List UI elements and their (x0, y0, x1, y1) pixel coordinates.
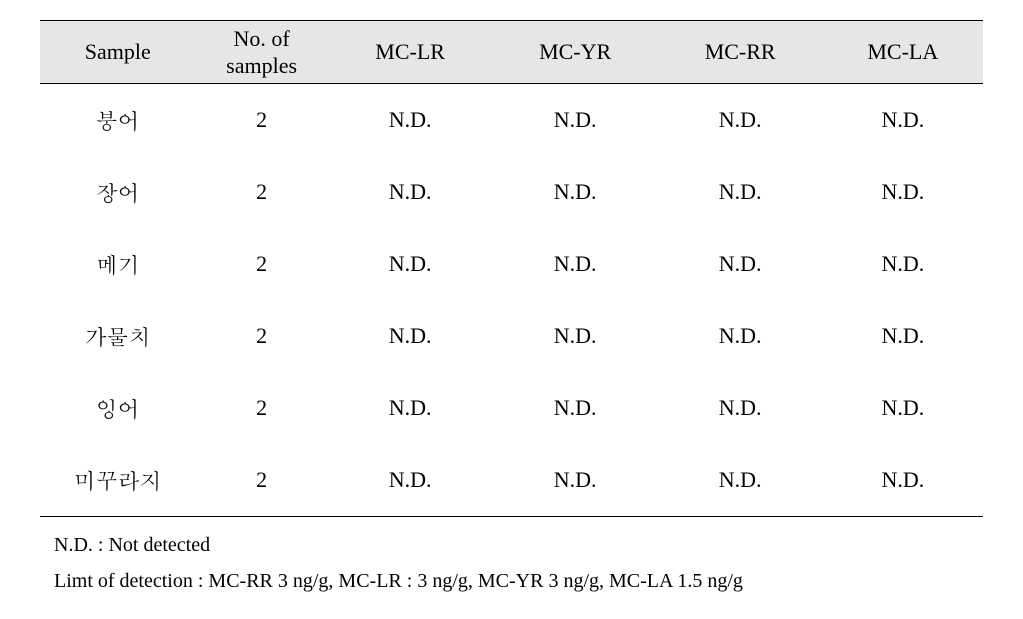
cell-mcyr: N.D. (493, 156, 658, 228)
cell-mcrr: N.D. (658, 84, 823, 157)
header-n-samples: No. of samples (196, 21, 328, 84)
cell-mclr: N.D. (328, 228, 493, 300)
cell-mcrr: N.D. (658, 444, 823, 517)
cell-n: 2 (196, 444, 328, 517)
footnote-lod: Limt of detection : MC-RR 3 ng/g, MC-LR … (54, 563, 983, 599)
header-n-line2: samples (196, 52, 328, 80)
table-row: 가물치 2 N.D. N.D. N.D. N.D. (40, 300, 983, 372)
table-row: 미꾸라지 2 N.D. N.D. N.D. N.D. (40, 444, 983, 517)
cell-mcla: N.D. (823, 300, 983, 372)
cell-mcla: N.D. (823, 84, 983, 157)
cell-n: 2 (196, 300, 328, 372)
cell-mclr: N.D. (328, 300, 493, 372)
cell-sample: 장어 (40, 156, 196, 228)
cell-sample: 잉어 (40, 372, 196, 444)
cell-mcla: N.D. (823, 372, 983, 444)
cell-mcrr: N.D. (658, 228, 823, 300)
table-row: 붕어 2 N.D. N.D. N.D. N.D. (40, 84, 983, 157)
cell-n: 2 (196, 156, 328, 228)
cell-mclr: N.D. (328, 444, 493, 517)
cell-mcla: N.D. (823, 228, 983, 300)
table-row: 잉어 2 N.D. N.D. N.D. N.D. (40, 372, 983, 444)
cell-mcrr: N.D. (658, 372, 823, 444)
cell-mcyr: N.D. (493, 84, 658, 157)
header-mcrr: MC-RR (658, 21, 823, 84)
cell-mcyr: N.D. (493, 444, 658, 517)
header-mcla: MC-LA (823, 21, 983, 84)
cell-sample: 미꾸라지 (40, 444, 196, 517)
data-table: Sample No. of samples MC-LR MC-YR MC-RR … (40, 20, 983, 517)
footnote-nd: N.D. : Not detected (54, 527, 983, 563)
table-row: 장어 2 N.D. N.D. N.D. N.D. (40, 156, 983, 228)
cell-mclr: N.D. (328, 84, 493, 157)
cell-mclr: N.D. (328, 372, 493, 444)
cell-mclr: N.D. (328, 156, 493, 228)
header-sample: Sample (40, 21, 196, 84)
table-body: 붕어 2 N.D. N.D. N.D. N.D. 장어 2 N.D. N.D. … (40, 84, 983, 517)
cell-n: 2 (196, 372, 328, 444)
cell-sample: 메기 (40, 228, 196, 300)
cell-mcla: N.D. (823, 156, 983, 228)
cell-n: 2 (196, 84, 328, 157)
cell-mcrr: N.D. (658, 156, 823, 228)
cell-mcyr: N.D. (493, 300, 658, 372)
table-header-row: Sample No. of samples MC-LR MC-YR MC-RR … (40, 21, 983, 84)
cell-mcrr: N.D. (658, 300, 823, 372)
header-mcyr: MC-YR (493, 21, 658, 84)
table-row: 메기 2 N.D. N.D. N.D. N.D. (40, 228, 983, 300)
header-mclr: MC-LR (328, 21, 493, 84)
cell-mcyr: N.D. (493, 372, 658, 444)
cell-n: 2 (196, 228, 328, 300)
cell-mcyr: N.D. (493, 228, 658, 300)
cell-sample: 가물치 (40, 300, 196, 372)
header-n-line1: No. of (196, 25, 328, 53)
cell-mcla: N.D. (823, 444, 983, 517)
footnotes: N.D. : Not detected Limt of detection : … (40, 527, 983, 599)
cell-sample: 붕어 (40, 84, 196, 157)
